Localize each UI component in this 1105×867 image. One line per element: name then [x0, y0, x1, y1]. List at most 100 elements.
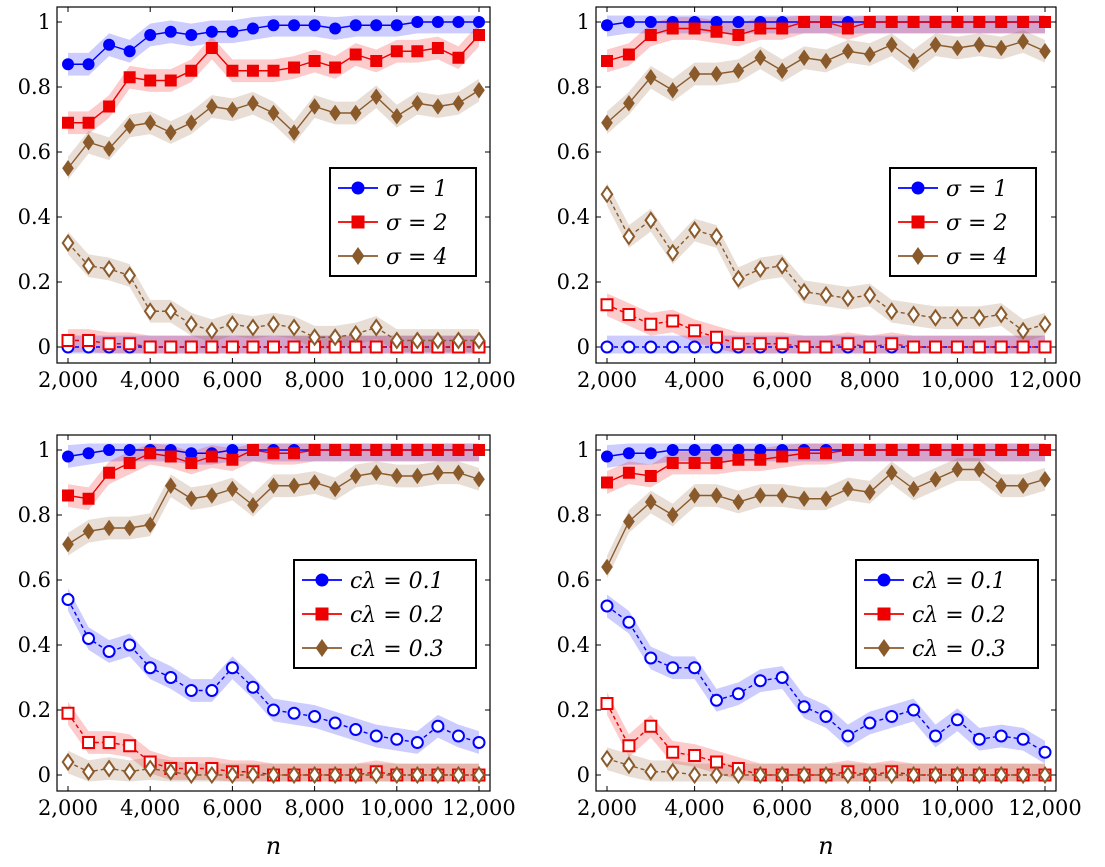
legend: cλ = 0.1 cλ = 0.2 cλ = 0.3 — [293, 559, 477, 669]
series-line-6 — [67, 761, 479, 776]
data-point — [123, 337, 137, 351]
data-point — [369, 340, 383, 354]
data-point — [82, 133, 95, 151]
data-point — [410, 736, 424, 749]
data-point — [246, 64, 259, 77]
data-point — [775, 256, 789, 275]
data-point — [184, 315, 198, 334]
legend: σ = 1 σ = 2 σ = 4 — [889, 167, 1037, 277]
data-point — [185, 457, 198, 469]
data-point — [644, 16, 657, 28]
data-point — [644, 762, 658, 781]
data-point — [431, 765, 445, 785]
data-point — [753, 259, 767, 279]
data-point — [732, 493, 745, 511]
data-point — [688, 22, 701, 35]
data-point — [622, 466, 635, 479]
plot-frame — [595, 434, 1057, 792]
data-point — [370, 88, 383, 106]
y-tick-label: 0.8 — [18, 503, 51, 527]
data-point — [123, 71, 136, 84]
data-point — [205, 684, 219, 697]
x-tick-label: 8,000 — [840, 796, 900, 820]
data-point — [1016, 765, 1030, 785]
x-tick-label: 10,000 — [921, 368, 994, 392]
y-tick-label: 0.2 — [18, 270, 51, 294]
data-point — [164, 671, 178, 684]
data-point — [226, 453, 239, 466]
legend-marker — [877, 607, 891, 621]
data-point — [885, 464, 898, 482]
legend-marker — [911, 181, 925, 195]
data-point — [995, 477, 1008, 495]
data-point — [144, 516, 157, 534]
data-point — [472, 765, 486, 785]
data-point — [775, 671, 789, 684]
data-point — [776, 22, 789, 35]
data-point — [600, 599, 614, 613]
data-point — [226, 101, 239, 119]
data-point — [473, 444, 485, 456]
series-line-4 — [67, 599, 480, 744]
data-point — [308, 98, 321, 115]
legend-marker — [877, 573, 891, 587]
data-point — [622, 340, 636, 354]
data-point — [247, 94, 259, 112]
legend-marker — [911, 215, 925, 229]
data-point — [797, 700, 811, 714]
legend-marker — [351, 215, 365, 229]
data-point — [841, 289, 855, 308]
data-point — [863, 716, 877, 730]
legend-label: σ = 1 — [386, 177, 447, 202]
data-point — [206, 98, 218, 115]
x-tick-label: 4,000 — [120, 368, 180, 392]
data-point — [329, 444, 342, 456]
legend-label: σ = 1 — [946, 177, 1007, 202]
y-tick-label: 1 — [38, 438, 51, 462]
data-point — [267, 340, 280, 354]
data-point — [622, 447, 635, 460]
data-point — [205, 321, 219, 340]
data-point — [267, 477, 280, 495]
data-point — [666, 506, 679, 524]
data-point — [622, 756, 636, 775]
x-tick-label: 6,000 — [752, 368, 812, 392]
data-point — [644, 211, 658, 230]
data-point — [929, 729, 942, 743]
data-point — [841, 22, 854, 35]
data-point — [185, 64, 198, 77]
data-point — [600, 749, 614, 768]
data-point — [61, 706, 75, 720]
data-point — [688, 487, 701, 504]
data-point — [61, 752, 75, 772]
x-tick-label: 10,000 — [360, 368, 433, 392]
data-point — [288, 19, 301, 32]
data-point — [863, 46, 876, 63]
y-tick-label: 0.6 — [557, 568, 590, 592]
series-line-6 — [67, 242, 479, 342]
data-point — [267, 104, 280, 122]
legend-marker — [315, 573, 329, 587]
data-point — [710, 227, 723, 246]
y-tick-label: 0 — [577, 335, 590, 359]
data-point — [600, 340, 614, 354]
data-point — [622, 48, 635, 61]
data-point — [951, 444, 964, 456]
data-point — [288, 447, 301, 460]
data-point — [666, 762, 680, 781]
data-point — [666, 444, 679, 456]
data-point — [267, 703, 280, 717]
data-point — [644, 470, 657, 482]
data-point — [431, 16, 444, 28]
data-point — [451, 729, 465, 743]
data-point — [1016, 732, 1030, 746]
data-point — [863, 483, 876, 501]
data-point — [666, 661, 680, 675]
data-point — [205, 42, 218, 54]
x-tick-label: 12,000 — [442, 796, 515, 820]
data-point — [819, 710, 833, 723]
data-point — [601, 19, 613, 32]
legend-marker — [877, 639, 891, 657]
data-point — [929, 340, 942, 354]
x-axis-label: n — [818, 832, 833, 860]
